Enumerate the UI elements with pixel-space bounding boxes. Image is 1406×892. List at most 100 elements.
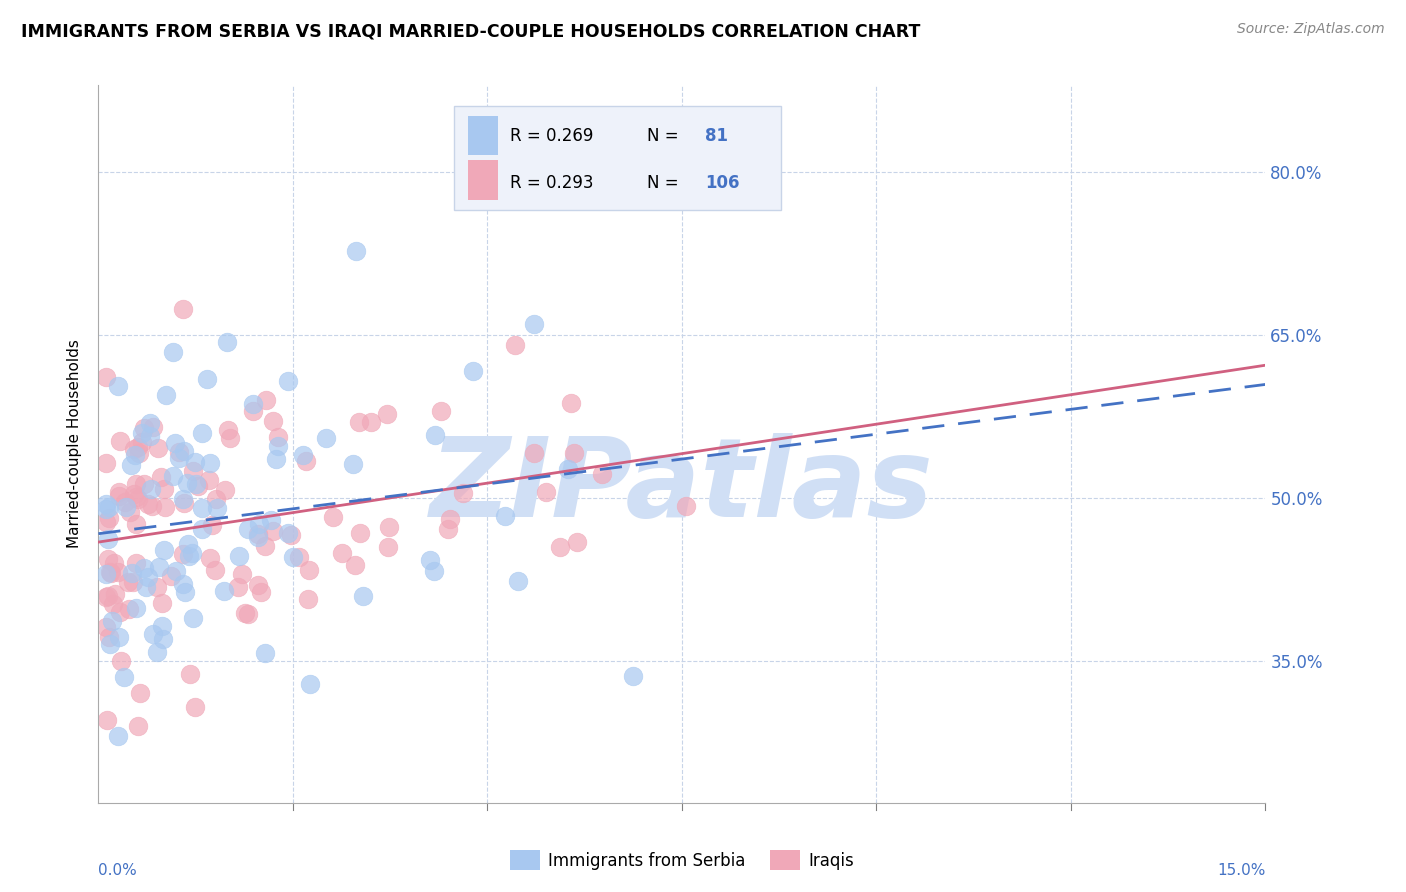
Iraqis [567,535,589,549]
Immigrants from Serbia [277,374,299,388]
Text: ZIPatlas: ZIPatlas [430,434,934,541]
Iraqis [125,556,148,570]
Iraqis [97,552,120,566]
Immigrants from Serbia [419,553,441,567]
Iraqis [591,467,613,481]
Immigrants from Serbia [97,533,120,547]
Iraqis [172,547,194,561]
Legend: Immigrants from Serbia, Iraqis: Immigrants from Serbia, Iraqis [503,843,860,877]
Text: N =: N = [647,174,679,192]
Iraqis [125,490,148,504]
Immigrants from Serbia [173,443,195,458]
Iraqis [226,580,249,594]
Immigrants from Serbia [344,244,367,259]
Iraqis [141,499,163,513]
Immigrants from Serbia [172,492,194,507]
Immigrants from Serbia [246,530,269,544]
Iraqis [122,442,145,457]
Immigrants from Serbia [131,425,153,440]
Immigrants from Serbia [184,476,207,491]
Immigrants from Serbia [184,455,207,469]
Immigrants from Serbia [494,508,516,523]
Immigrants from Serbia [212,584,235,599]
Immigrants from Serbia [423,427,446,442]
Immigrants from Serbia [180,546,202,560]
Iraqis [242,404,264,418]
Iraqis [205,492,228,507]
Iraqis [173,496,195,510]
Iraqis [96,620,118,634]
Iraqis [108,489,131,503]
Iraqis [343,558,366,572]
Text: 15.0%: 15.0% [1218,863,1265,878]
Immigrants from Serbia [139,417,162,431]
Iraqis [101,597,124,611]
Iraqis [124,487,146,501]
Iraqis [217,423,239,437]
Iraqis [429,404,451,418]
Iraqis [121,575,143,590]
Immigrants from Serbia [97,500,120,514]
Iraqis [96,370,118,384]
Iraqis [214,483,236,497]
Iraqis [246,526,269,541]
Iraqis [152,483,174,497]
Iraqis [236,607,259,622]
Iraqis [110,434,132,448]
Immigrants from Serbia [215,335,238,350]
Immigrants from Serbia [198,456,221,470]
Iraqis [96,590,118,604]
Iraqis [100,566,122,580]
Iraqis [145,580,167,594]
Iraqis [347,415,370,429]
Immigrants from Serbia [135,580,157,594]
Iraqis [110,654,132,668]
Immigrants from Serbia [191,522,214,536]
Iraqis [280,527,302,541]
Immigrants from Serbia [132,561,155,575]
Iraqis [349,526,371,541]
Immigrants from Serbia [142,627,165,641]
Iraqis [96,516,118,530]
Immigrants from Serbia [167,451,190,466]
Iraqis [179,666,201,681]
Iraqis [675,499,697,513]
Iraqis [96,713,118,727]
Immigrants from Serbia [508,574,530,589]
Iraqis [132,421,155,435]
Immigrants from Serbia [299,677,322,691]
Iraqis [377,540,399,554]
Iraqis [127,719,149,733]
Iraqis [149,469,172,483]
Immigrants from Serbia [121,566,143,580]
Iraqis [136,497,159,511]
Immigrants from Serbia [254,646,277,660]
Immigrants from Serbia [281,549,304,564]
Immigrants from Serbia [107,729,129,743]
Text: N =: N = [647,128,679,145]
Immigrants from Serbia [146,645,169,659]
Immigrants from Serbia [191,500,214,515]
Text: Source: ZipAtlas.com: Source: ZipAtlas.com [1237,22,1385,37]
FancyBboxPatch shape [468,161,498,200]
Iraqis [204,563,226,577]
Iraqis [330,546,353,560]
Iraqis [247,578,270,592]
Iraqis [96,456,118,470]
Immigrants from Serbia [139,428,162,442]
Immigrants from Serbia [621,668,644,682]
Iraqis [107,565,129,579]
Immigrants from Serbia [138,570,160,584]
Iraqis [505,338,527,352]
Iraqis [254,393,277,408]
Iraqis [267,430,290,444]
Iraqis [118,505,141,519]
Immigrants from Serbia [177,537,200,551]
Iraqis [262,524,284,539]
Immigrants from Serbia [292,448,315,462]
Immigrants from Serbia [141,482,163,496]
Iraqis [128,686,150,700]
Immigrants from Serbia [191,425,214,440]
Immigrants from Serbia [266,452,288,467]
Immigrants from Serbia [96,501,118,516]
